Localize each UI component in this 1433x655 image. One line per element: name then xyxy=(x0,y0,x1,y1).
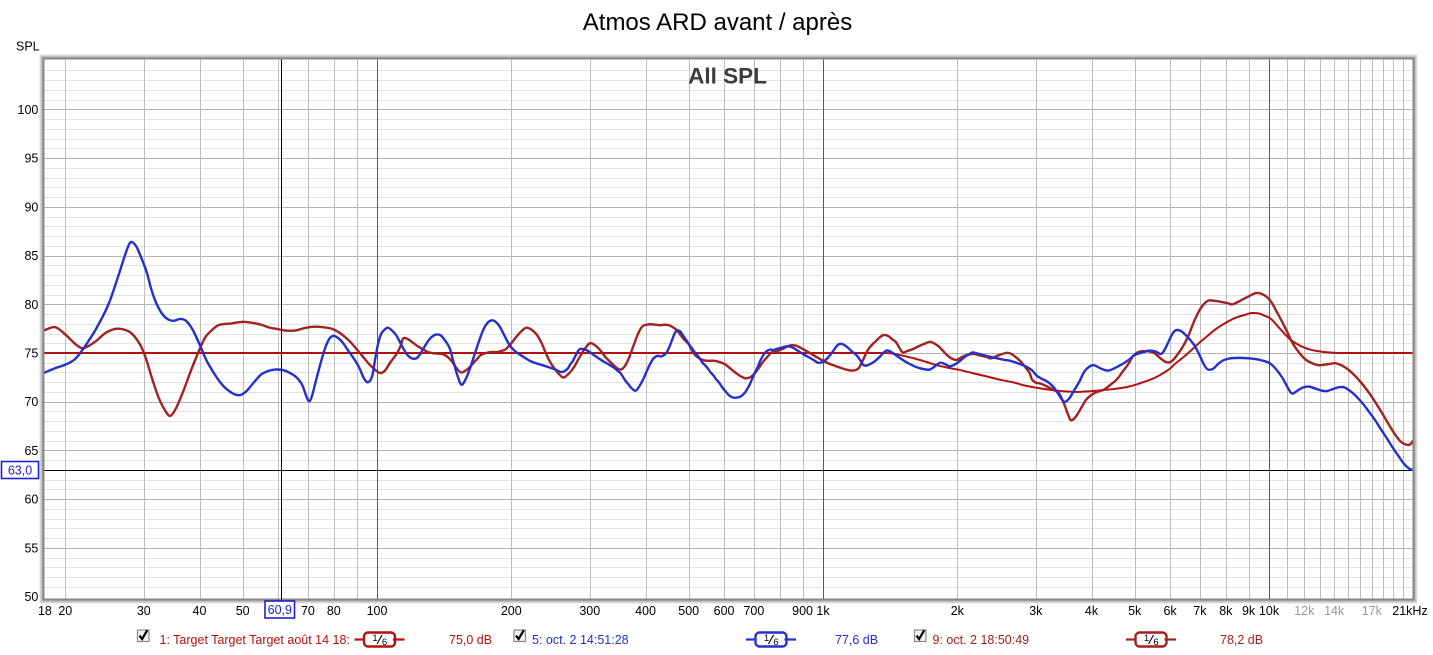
svg-text:1: 1 xyxy=(372,633,377,644)
svg-text:600: 600 xyxy=(714,604,735,618)
svg-text:90: 90 xyxy=(24,200,38,214)
svg-text:9k: 9k xyxy=(1242,604,1256,618)
svg-text:300: 300 xyxy=(579,604,600,618)
svg-text:6k: 6k xyxy=(1163,604,1177,618)
svg-text:21kHz: 21kHz xyxy=(1392,604,1427,618)
svg-text:5: oct. 2 14:51:28: 5: oct. 2 14:51:28 xyxy=(532,633,629,647)
svg-text:70: 70 xyxy=(24,395,38,409)
svg-text:3k: 3k xyxy=(1029,604,1043,618)
svg-text:1k: 1k xyxy=(816,604,830,618)
svg-text:50: 50 xyxy=(24,590,38,604)
svg-text:2k: 2k xyxy=(951,604,965,618)
svg-text:6: 6 xyxy=(1153,637,1158,648)
svg-text:60,9: 60,9 xyxy=(268,603,292,617)
svg-text:400: 400 xyxy=(635,604,656,618)
svg-text:50: 50 xyxy=(236,604,250,618)
svg-text:200: 200 xyxy=(501,604,522,618)
svg-text:95: 95 xyxy=(24,152,38,166)
svg-text:8k: 8k xyxy=(1219,604,1233,618)
svg-text:14k: 14k xyxy=(1324,604,1345,618)
svg-text:30: 30 xyxy=(137,604,151,618)
svg-text:7k: 7k xyxy=(1193,604,1207,618)
svg-text:77,6 dB: 77,6 dB xyxy=(835,633,878,647)
svg-text:100: 100 xyxy=(367,604,388,618)
svg-text:12k: 12k xyxy=(1294,604,1315,618)
svg-text:65: 65 xyxy=(24,444,38,458)
svg-text:Atmos ARD avant / après: Atmos ARD avant / après xyxy=(583,9,852,36)
svg-text:63,0: 63,0 xyxy=(8,464,32,478)
svg-text:SPL: SPL xyxy=(16,40,40,54)
svg-text:700: 700 xyxy=(743,604,764,618)
svg-text:20: 20 xyxy=(58,604,72,618)
svg-text:10k: 10k xyxy=(1259,604,1280,618)
svg-text:80: 80 xyxy=(24,298,38,312)
svg-text:85: 85 xyxy=(24,249,38,263)
svg-text:70: 70 xyxy=(301,604,315,618)
svg-text:5k: 5k xyxy=(1128,604,1142,618)
svg-text:4k: 4k xyxy=(1085,604,1099,618)
svg-text:1: 1 xyxy=(764,633,769,644)
svg-text:6: 6 xyxy=(773,637,778,648)
svg-text:All SPL: All SPL xyxy=(688,64,767,89)
svg-text:100: 100 xyxy=(18,103,39,117)
svg-text:80: 80 xyxy=(327,604,341,618)
svg-text:75: 75 xyxy=(24,347,38,361)
svg-text:500: 500 xyxy=(678,604,699,618)
svg-text:55: 55 xyxy=(24,541,38,555)
svg-text:6: 6 xyxy=(382,637,387,648)
svg-text:1: 1 xyxy=(1144,633,1149,644)
svg-text:18: 18 xyxy=(38,604,52,618)
svg-text:1: Target Target Target août 1: 1: Target Target Target août 14 18: xyxy=(160,633,350,647)
svg-text:60: 60 xyxy=(24,493,38,507)
svg-text:9: oct. 2 18:50:49: 9: oct. 2 18:50:49 xyxy=(933,633,1030,647)
svg-text:40: 40 xyxy=(193,604,207,618)
svg-text:78,2 dB: 78,2 dB xyxy=(1220,633,1263,647)
svg-text:900: 900 xyxy=(792,604,813,618)
svg-text:17k: 17k xyxy=(1362,604,1383,618)
svg-text:75,0 dB: 75,0 dB xyxy=(449,633,492,647)
